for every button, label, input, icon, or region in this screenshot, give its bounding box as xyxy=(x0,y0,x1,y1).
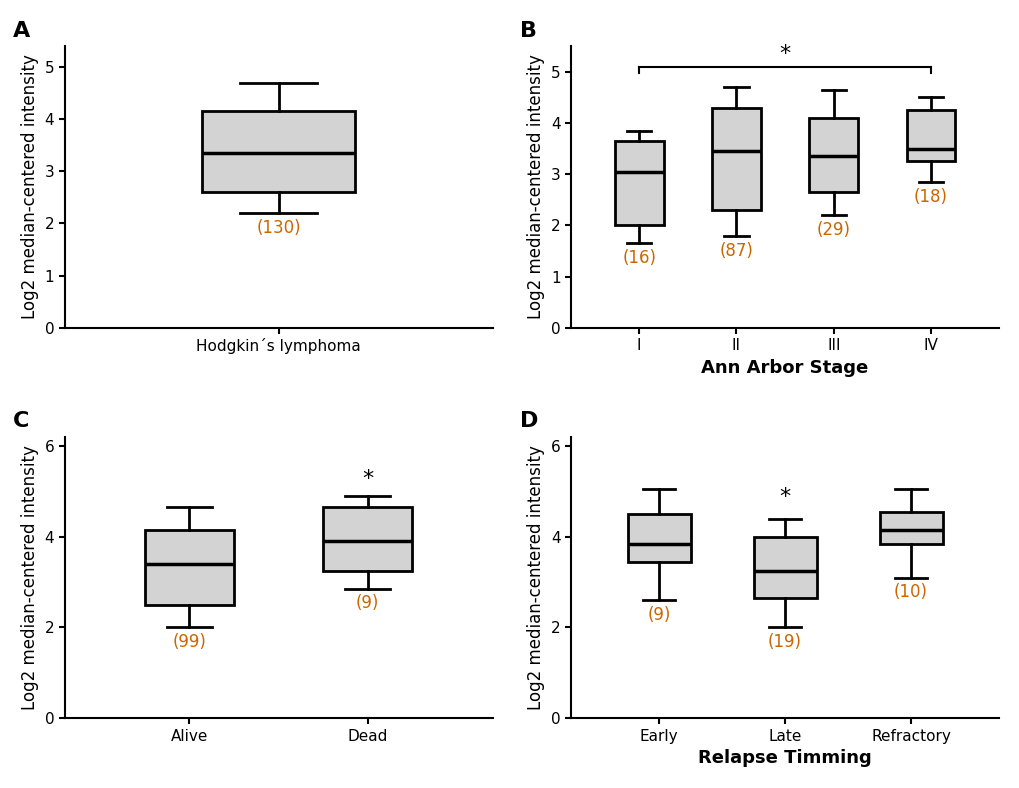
PathPatch shape xyxy=(323,507,412,571)
Text: D: D xyxy=(520,411,538,431)
X-axis label: Relapse Timming: Relapse Timming xyxy=(698,749,871,768)
Y-axis label: Log2 median-centered intensity: Log2 median-centered intensity xyxy=(20,445,39,710)
PathPatch shape xyxy=(906,110,955,162)
Y-axis label: Log2 median-centered intensity: Log2 median-centered intensity xyxy=(527,445,545,710)
X-axis label: Ann Arbor Stage: Ann Arbor Stage xyxy=(701,359,868,377)
Text: (87): (87) xyxy=(718,242,753,260)
Text: C: C xyxy=(13,411,30,431)
Text: A: A xyxy=(13,20,31,41)
Text: (19): (19) xyxy=(767,633,801,651)
Y-axis label: Log2 median-centered intensity: Log2 median-centered intensity xyxy=(20,54,39,319)
Text: (99): (99) xyxy=(172,633,206,651)
Text: (29): (29) xyxy=(816,221,850,240)
PathPatch shape xyxy=(753,537,816,598)
Y-axis label: Log2 median-centered intensity: Log2 median-centered intensity xyxy=(527,54,545,319)
Text: *: * xyxy=(362,469,373,489)
Text: (9): (9) xyxy=(356,594,379,612)
PathPatch shape xyxy=(809,118,857,192)
Text: (16): (16) xyxy=(622,250,655,267)
Text: B: B xyxy=(520,20,536,41)
PathPatch shape xyxy=(614,141,663,225)
PathPatch shape xyxy=(627,514,690,562)
Text: *: * xyxy=(779,487,790,507)
Text: (10): (10) xyxy=(894,583,927,601)
Text: (18): (18) xyxy=(913,188,947,206)
PathPatch shape xyxy=(878,511,942,544)
Text: (130): (130) xyxy=(256,219,301,237)
Text: (9): (9) xyxy=(647,606,671,623)
PathPatch shape xyxy=(202,111,355,192)
PathPatch shape xyxy=(711,108,760,210)
Text: *: * xyxy=(779,44,790,65)
PathPatch shape xyxy=(145,530,233,604)
